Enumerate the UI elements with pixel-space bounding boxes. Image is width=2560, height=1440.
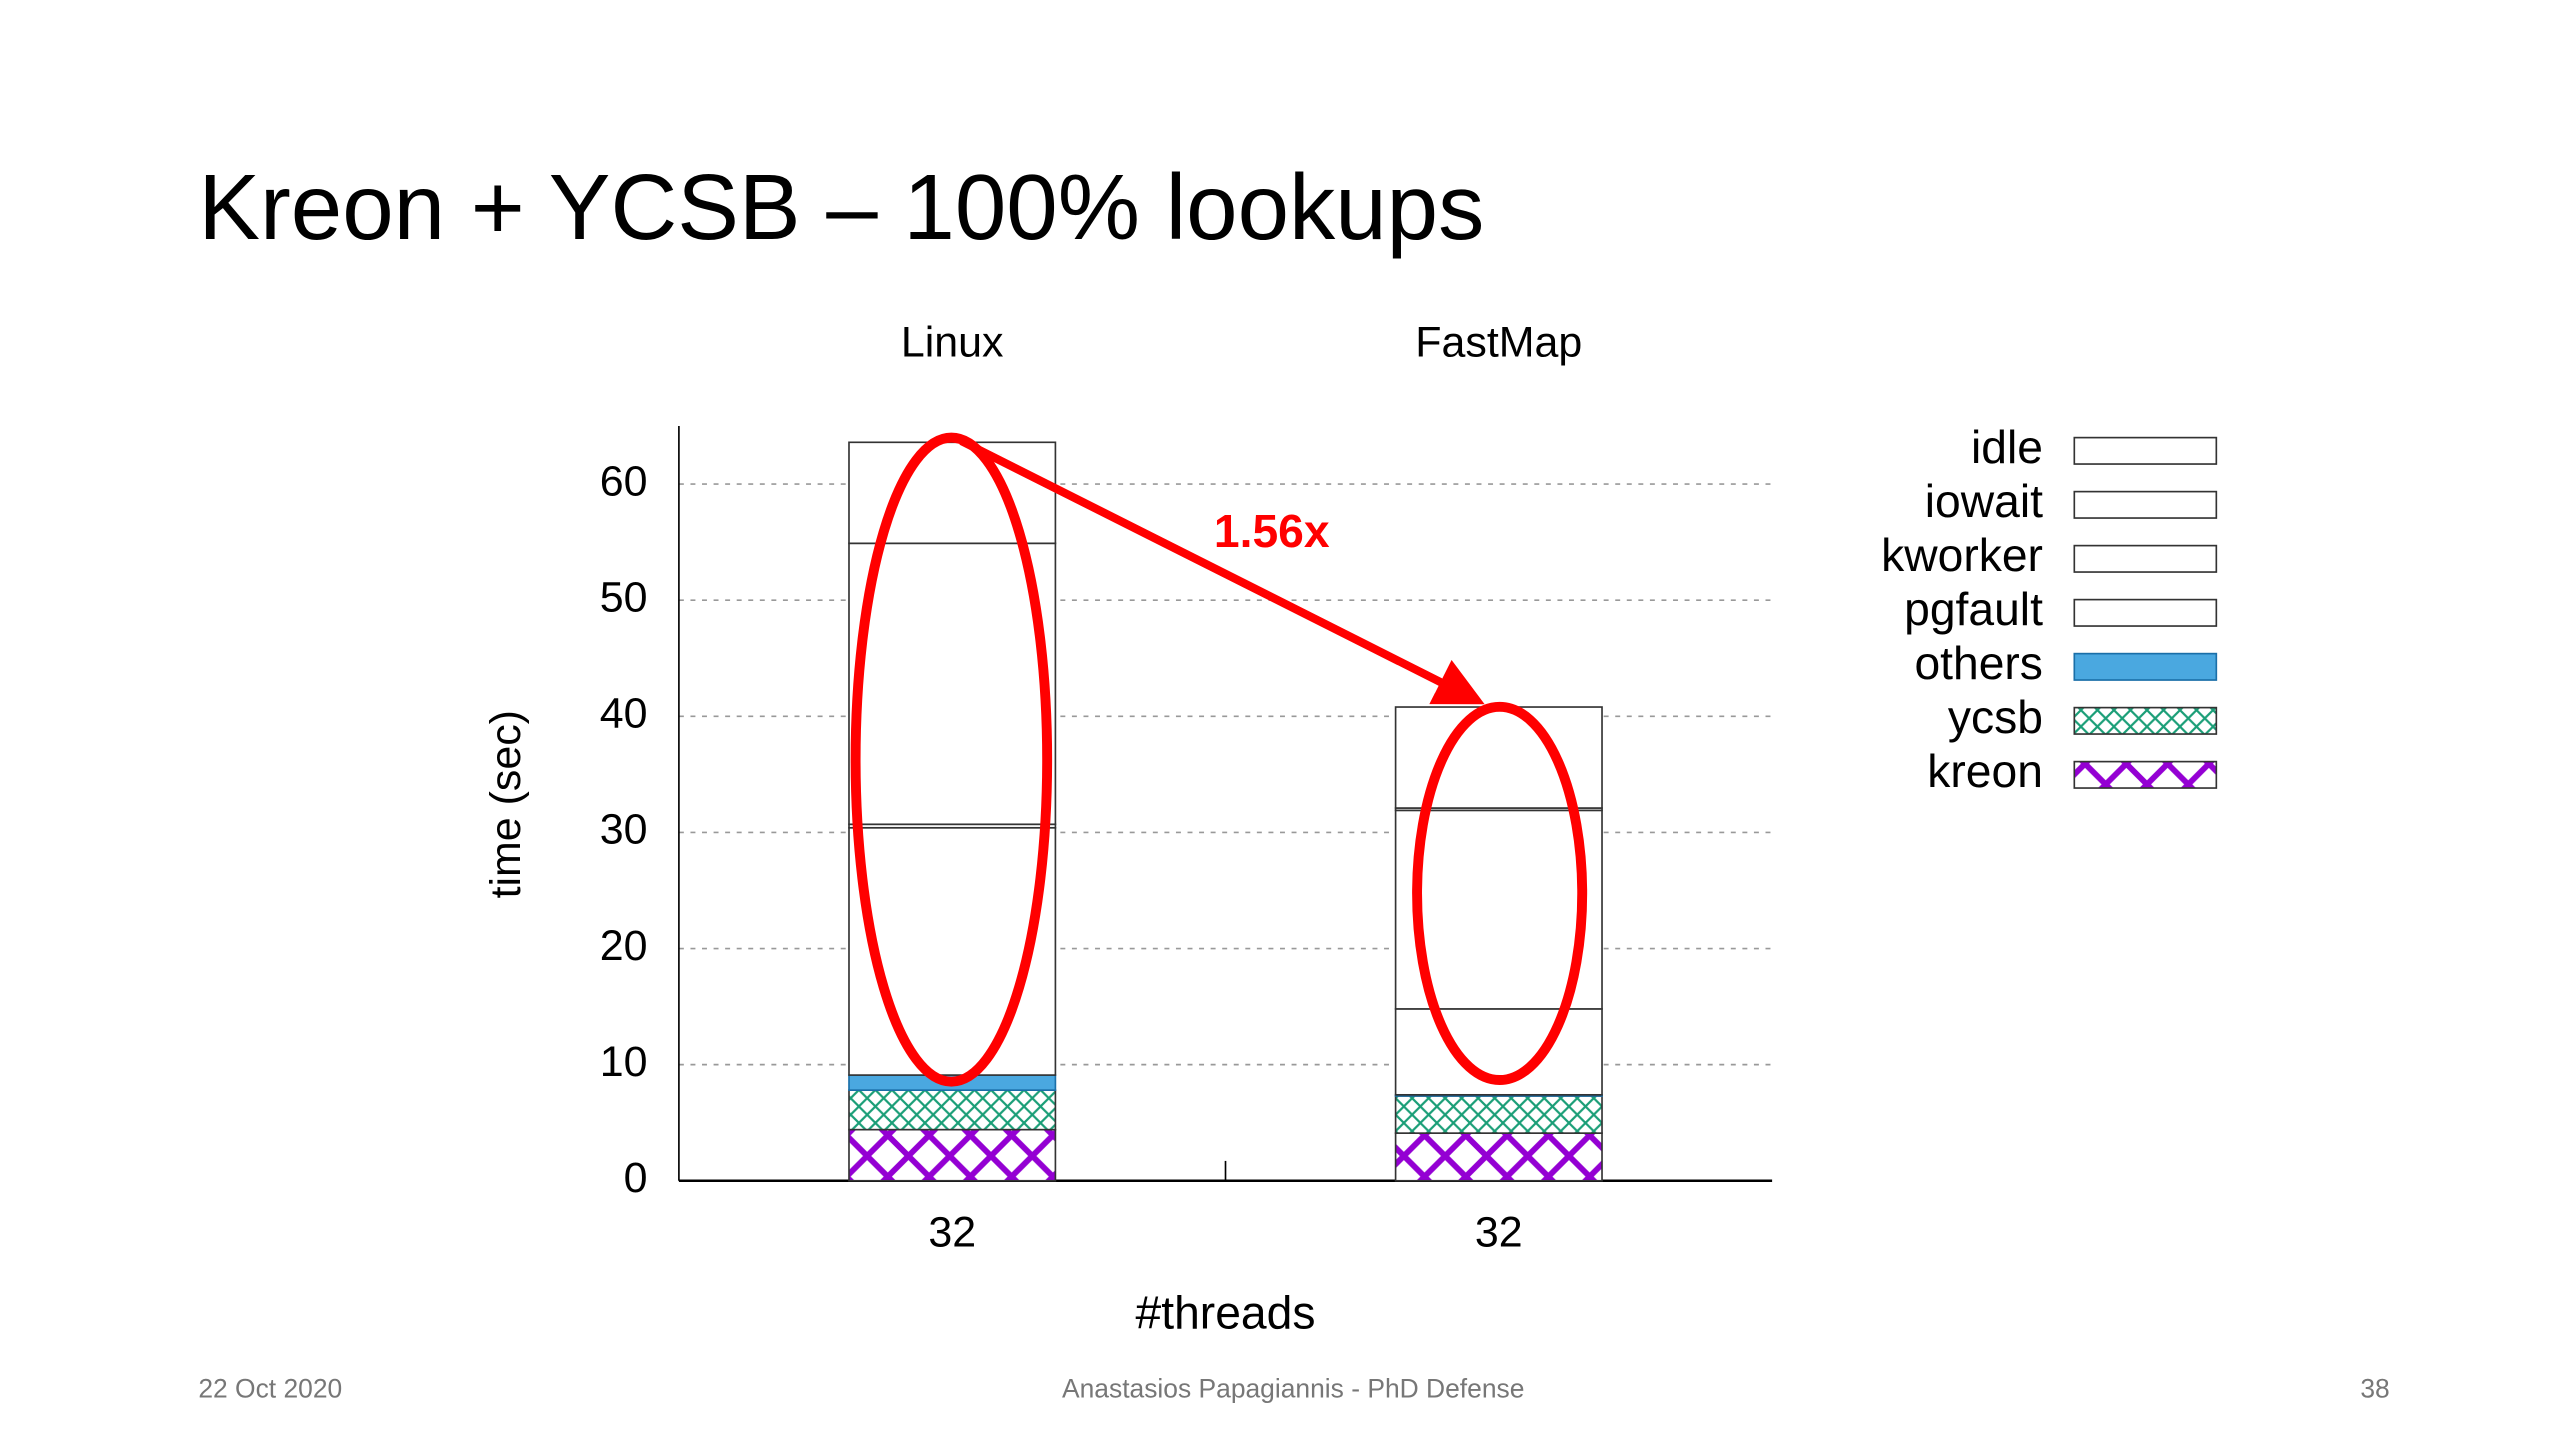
y-tick-label: 20 xyxy=(600,922,648,970)
highlight-ellipse xyxy=(850,432,1053,1087)
legend-swatch xyxy=(2073,436,2218,465)
chart: 0 10 20 30 40 50 60 32 Linux 32 FastMap time (sec) #… xyxy=(482,318,2218,1338)
group-label: Linux xyxy=(901,318,1004,366)
group-label: FastMap xyxy=(1415,318,1582,366)
slide-title: Kreon + YCSB – 100% lookups xyxy=(198,155,1484,259)
legend-label: ycsb xyxy=(1948,691,2043,743)
legend-swatch xyxy=(2073,544,2218,573)
legend-swatch xyxy=(2073,490,2218,519)
legend-swatch xyxy=(2073,706,2218,735)
footer-date: 22 Oct 2020 xyxy=(198,1373,342,1403)
y-tick-label: 10 xyxy=(600,1038,648,1086)
bar-segment xyxy=(848,826,1057,1076)
y-axis-label: time (sec) xyxy=(482,710,530,898)
bar-segment xyxy=(848,1089,1057,1131)
bar-segment xyxy=(1394,1095,1603,1134)
y-tick-label: 0 xyxy=(624,1154,648,1202)
x-tick-label: 32 xyxy=(1475,1209,1523,1257)
x-tick-label: 32 xyxy=(928,1209,976,1257)
legend-label: others xyxy=(1914,637,2042,689)
legend-label: idle xyxy=(1971,421,2043,473)
y-tick-label: 50 xyxy=(600,574,648,622)
footer-page: 38 xyxy=(2360,1373,2389,1403)
legend-swatch xyxy=(2073,652,2218,681)
highlight-ellipse xyxy=(1412,701,1588,1085)
x-axis-label: #threads xyxy=(1136,1286,1316,1338)
bar-segment xyxy=(1394,1132,1603,1182)
legend-swatch xyxy=(2073,760,2218,789)
bar-segment xyxy=(848,1128,1057,1182)
speedup-label: 1.56x xyxy=(1214,505,1330,557)
legend-label: pgfault xyxy=(1904,583,2043,635)
annotation-overlay: 1.56x xyxy=(850,432,1588,1087)
y-tick-label: 30 xyxy=(600,806,648,854)
legend-label: kworker xyxy=(1881,529,2043,581)
speedup-arrow xyxy=(959,437,1485,705)
legend-label: iowait xyxy=(1925,475,2043,527)
legend-swatch xyxy=(2073,598,2218,627)
bar-segment xyxy=(848,542,1057,826)
y-tick-label: 60 xyxy=(600,457,648,505)
footer-presenter: Anastasios Papagiannis - PhD Defense xyxy=(1062,1373,1524,1403)
legend-label: kreon xyxy=(1927,745,2043,797)
y-tick-label: 40 xyxy=(600,690,648,738)
